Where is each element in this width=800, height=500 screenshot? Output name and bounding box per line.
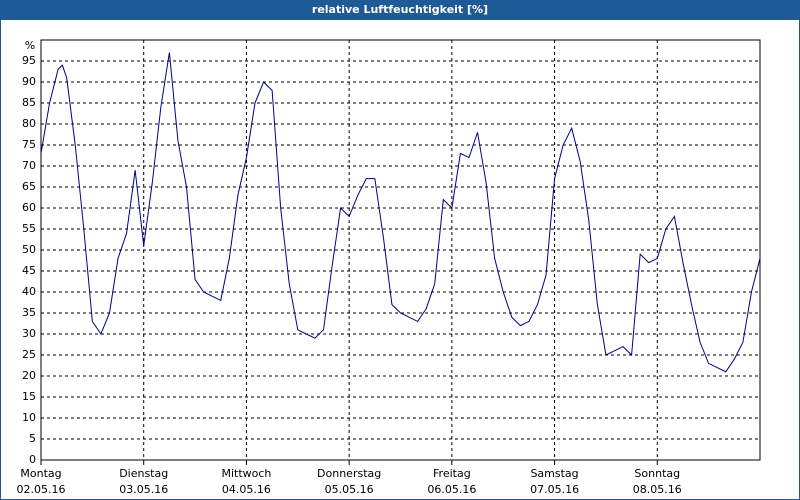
y-tick-label: 70 bbox=[22, 159, 36, 172]
y-tick-label: 45 bbox=[22, 264, 36, 277]
x-tick-label: Freitag bbox=[433, 467, 471, 480]
x-tick-label: 06.05.16 bbox=[427, 483, 476, 496]
y-tick-label: 90 bbox=[22, 75, 36, 88]
y-tick-label: 95 bbox=[22, 54, 36, 67]
y-tick-label: 25 bbox=[22, 348, 36, 361]
y-tick-label: 10 bbox=[22, 411, 36, 424]
x-tick-label: 05.05.16 bbox=[325, 483, 374, 496]
y-tick-label: 60 bbox=[22, 201, 36, 214]
y-tick-label: 65 bbox=[22, 180, 36, 193]
y-tick-label: 40 bbox=[22, 285, 36, 298]
x-tick-label: 07.05.16 bbox=[530, 483, 579, 496]
plot-area bbox=[41, 40, 760, 460]
x-tick-label: Samstag bbox=[530, 467, 578, 480]
y-tick-label: 85 bbox=[22, 96, 36, 109]
y-tick-label: 20 bbox=[22, 369, 36, 382]
y-tick-label: 55 bbox=[22, 222, 36, 235]
y-tick-label: 75 bbox=[22, 138, 36, 151]
y-tick-label: 30 bbox=[22, 327, 36, 340]
x-tick-label: 03.05.16 bbox=[119, 483, 168, 496]
x-tick-label: Sonntag bbox=[634, 467, 680, 480]
data-line bbox=[40, 52, 761, 373]
x-tick-label: 04.05.16 bbox=[222, 483, 271, 496]
y-tick-label: 0 bbox=[29, 453, 36, 466]
x-tick-label: 02.05.16 bbox=[17, 483, 66, 496]
x-tick-label: Montag bbox=[20, 467, 61, 480]
x-tick-label: Dienstag bbox=[119, 467, 168, 480]
y-tick-label: 50 bbox=[22, 243, 36, 256]
title-bar bbox=[0, 0, 800, 20]
y-tick-label: 35 bbox=[22, 306, 36, 319]
chart-title: relative Luftfeuchtigkeit [%] bbox=[312, 3, 488, 16]
x-tick-label: Mittwoch bbox=[221, 467, 271, 480]
plot-frame bbox=[40, 39, 761, 461]
y-axis-label: % bbox=[25, 39, 35, 52]
y-tick-label: 80 bbox=[22, 117, 36, 130]
x-tick-label: Donnerstag bbox=[317, 467, 381, 480]
y-tick-label: 15 bbox=[22, 390, 36, 403]
x-tick-label: 08.05.16 bbox=[633, 483, 682, 496]
y-tick-label: 5 bbox=[29, 432, 36, 445]
